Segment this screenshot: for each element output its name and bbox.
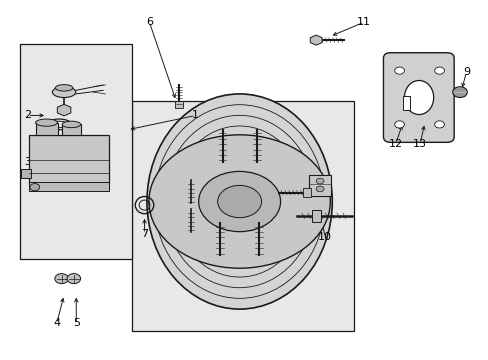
Text: 6: 6 [145, 17, 153, 27]
Text: 9: 9 [462, 67, 469, 77]
Bar [20, 44, 132, 259]
Bar [29, 135, 109, 184]
Text: 10: 10 [317, 232, 331, 242]
Ellipse shape [147, 94, 331, 309]
Ellipse shape [36, 119, 58, 126]
Circle shape [149, 135, 330, 268]
Circle shape [434, 67, 444, 74]
Text: 12: 12 [388, 139, 402, 149]
Bar [402, 96, 409, 110]
Text: 1: 1 [192, 111, 199, 121]
Bar [303, 188, 310, 197]
FancyBboxPatch shape [383, 53, 453, 142]
Text: 8: 8 [286, 232, 294, 242]
Ellipse shape [55, 85, 73, 91]
Bar [174, 101, 182, 108]
Bar [29, 182, 109, 191]
Circle shape [217, 185, 261, 218]
Circle shape [452, 87, 467, 98]
Text: 7: 7 [141, 229, 148, 239]
Circle shape [67, 274, 81, 284]
Circle shape [55, 274, 68, 284]
Bar [132, 101, 353, 330]
Bar [311, 210, 321, 222]
Circle shape [394, 121, 404, 128]
Text: 2: 2 [24, 111, 31, 121]
Ellipse shape [62, 121, 81, 128]
Bar [61, 125, 81, 135]
Circle shape [316, 186, 324, 192]
Text: 4: 4 [53, 319, 60, 328]
Ellipse shape [404, 81, 433, 114]
Bar [36, 123, 58, 135]
Circle shape [394, 67, 404, 74]
Bar [21, 169, 31, 178]
Text: 13: 13 [412, 139, 426, 149]
Circle shape [198, 171, 280, 231]
Circle shape [30, 184, 40, 191]
Text: 5: 5 [73, 319, 80, 328]
Ellipse shape [52, 87, 76, 98]
Circle shape [434, 121, 444, 128]
Text: 3: 3 [24, 157, 31, 167]
Circle shape [316, 178, 324, 184]
Bar [309, 175, 330, 196]
Text: 11: 11 [356, 17, 370, 27]
